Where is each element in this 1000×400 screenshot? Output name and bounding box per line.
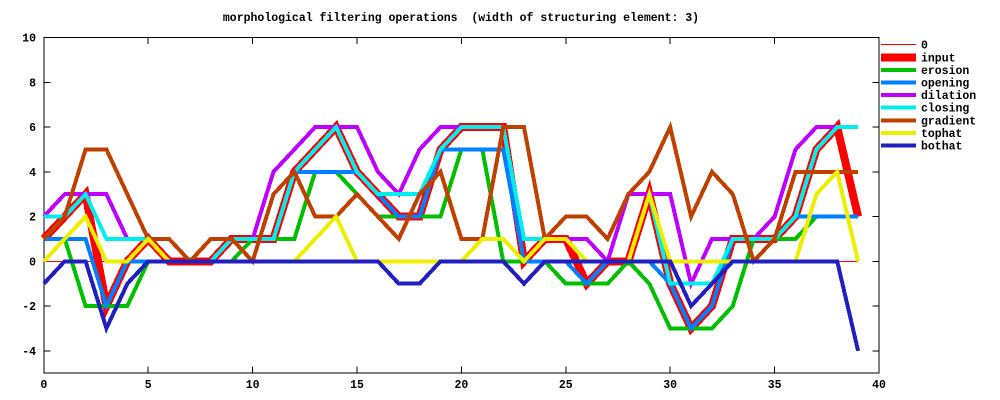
- svg-text:closing: closing: [921, 103, 969, 116]
- svg-text:erosion: erosion: [921, 65, 969, 78]
- svg-text:0: 0: [40, 379, 47, 392]
- svg-text:input: input: [921, 52, 956, 65]
- svg-text:10: 10: [246, 379, 260, 392]
- svg-text:tophat: tophat: [921, 128, 962, 141]
- svg-text:30: 30: [663, 379, 677, 392]
- svg-text:dilation: dilation: [921, 90, 976, 103]
- svg-text:morphological filtering operat: morphological filtering operations (widt…: [223, 12, 699, 25]
- svg-text:35: 35: [768, 379, 782, 392]
- svg-text:8: 8: [29, 77, 36, 90]
- svg-text:10: 10: [22, 33, 36, 46]
- svg-text:bothat: bothat: [921, 141, 962, 154]
- svg-text:0: 0: [29, 256, 36, 269]
- svg-text:20: 20: [454, 379, 468, 392]
- svg-text:40: 40: [872, 379, 886, 392]
- svg-text:2: 2: [29, 212, 36, 225]
- svg-text:0: 0: [921, 40, 928, 53]
- svg-text:-2: -2: [22, 301, 36, 314]
- svg-text:-4: -4: [22, 346, 36, 359]
- svg-text:gradient: gradient: [921, 115, 976, 128]
- svg-text:5: 5: [145, 379, 152, 392]
- svg-text:6: 6: [29, 122, 36, 135]
- svg-text:4: 4: [29, 167, 36, 180]
- svg-text:opening: opening: [921, 78, 969, 91]
- svg-text:25: 25: [559, 379, 573, 392]
- svg-text:15: 15: [350, 379, 364, 392]
